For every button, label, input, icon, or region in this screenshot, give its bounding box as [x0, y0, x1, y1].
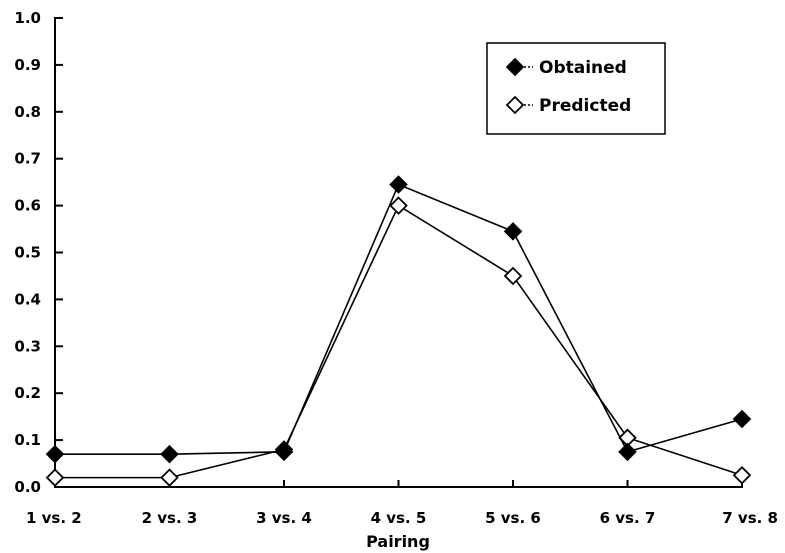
- legend-marker: [505, 57, 525, 77]
- x-tick-label: 7 vs. 8: [722, 509, 778, 527]
- y-tick-label: 1.0: [14, 9, 41, 27]
- legend-box: [486, 42, 666, 135]
- y-tick-label: 0.3: [14, 337, 41, 355]
- data-point: [618, 442, 637, 462]
- x-axis-ticks: 1 vs. 2 2 vs. 3 3 vs. 4 4 vs. 5 5 vs. 6 6 vs.…: [26, 480, 778, 527]
- y-tick-label: 0.6: [14, 197, 41, 215]
- legend-label: Obtained: [539, 58, 627, 78]
- data-point: [389, 196, 408, 215]
- x-tick-label: 5 vs. 6: [485, 509, 541, 527]
- data-point: [503, 266, 523, 286]
- y-tick-label: 0.9: [14, 56, 41, 74]
- y-tick-label: 0.0: [14, 478, 41, 496]
- x-tick-label: 4 vs. 5: [371, 509, 427, 527]
- x-tick-label: 6 vs. 7: [600, 509, 656, 527]
- y-tick-label: 0.1: [14, 431, 41, 449]
- y-tick-label: 0.8: [14, 103, 41, 121]
- data-point: [160, 444, 179, 464]
- y-tick-label: 0.2: [14, 384, 41, 402]
- series-obtained: [45, 175, 752, 464]
- y-axis-ticks: 0.0 0.1 0.2 0.3 0.4 0.5 0.6 0.7 0.8 0.9 1.0: [14, 9, 63, 496]
- series-predicted: [45, 196, 752, 487]
- legend-items: Obtained Predicted: [505, 57, 631, 116]
- data-point: [45, 468, 65, 487]
- data-point: [389, 175, 408, 194]
- y-tick-label: 0.4: [14, 290, 41, 308]
- series-line: [55, 204, 743, 479]
- data-point: [732, 409, 752, 429]
- legend-item: Obtained: [505, 57, 627, 78]
- data-point: [503, 222, 523, 241]
- x-tick-label: 1 vs. 2: [26, 509, 82, 527]
- x-axis-title: Pairing: [366, 532, 430, 551]
- legend-label: Predicted: [539, 96, 631, 116]
- data-point: [45, 444, 65, 464]
- series-line: [55, 183, 743, 455]
- legend-marker: [505, 95, 525, 115]
- series-layer: [45, 175, 752, 487]
- x-tick-label: 2 vs. 3: [142, 509, 198, 527]
- y-tick-label: 0.5: [14, 244, 41, 262]
- y-tick-label: 0.7: [14, 150, 41, 168]
- legend-item: Predicted: [505, 95, 631, 116]
- legend: Obtained Predicted: [486, 42, 666, 135]
- x-tick-label: 3 vs. 4: [256, 509, 312, 527]
- plot-area: 0.0 0.1 0.2 0.3 0.4 0.5 0.6 0.7 0.8 0.9 1.0 1 vs. …: [14, 9, 778, 527]
- data-point: [274, 442, 294, 462]
- data-point: [732, 466, 752, 485]
- data-point: [160, 468, 179, 487]
